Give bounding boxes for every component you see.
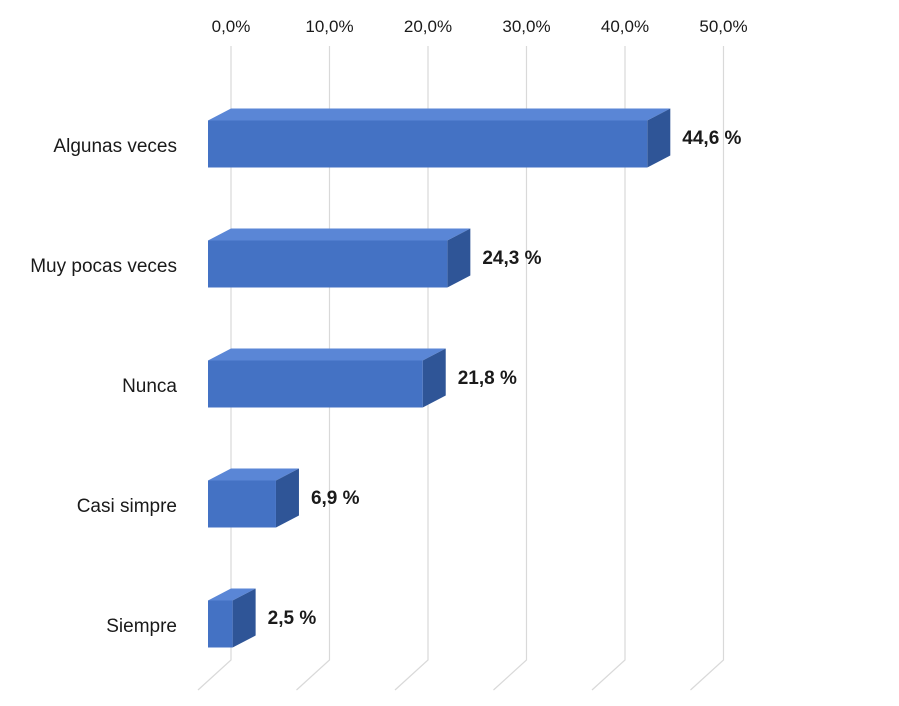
data-label: 6,9 %: [311, 488, 360, 509]
bar-top-face: [208, 588, 256, 601]
bar-side-face: [647, 108, 671, 168]
x-tick-label: 50,0%: [699, 17, 747, 36]
bar-side-face: [447, 228, 471, 288]
data-label: 21,8 %: [458, 368, 517, 389]
bar-side-face: [275, 468, 299, 528]
bar-side-face: [232, 588, 256, 648]
x-tick-label: 10,0%: [305, 17, 353, 36]
bar-front-face: [208, 120, 648, 168]
gridline: [690, 46, 725, 691]
category-label: Siempre: [106, 616, 177, 637]
bar: [208, 468, 299, 528]
x-axis-ticks: 0,0% 10,0% 20,0% 30,0% 40,0% 50,0%: [212, 17, 748, 36]
bar-front-face: [208, 360, 423, 408]
data-label: 44,6 %: [682, 128, 741, 149]
category-label: Casi simpre: [77, 496, 177, 517]
x-tick-label: 40,0%: [601, 17, 649, 36]
gridline: [591, 46, 626, 691]
bar-side-face: [422, 348, 446, 408]
bar-top-face: [208, 228, 471, 241]
bar-front-face: [208, 480, 276, 528]
bar-top-face: [208, 468, 299, 481]
bar: [208, 588, 256, 648]
data-label: 24,3 %: [482, 248, 541, 269]
bar-top-face: [208, 348, 446, 361]
bar: [208, 228, 471, 288]
data-label: 2,5 %: [268, 608, 317, 629]
x-tick-label: 30,0%: [502, 17, 550, 36]
category-label: Algunas veces: [53, 136, 177, 157]
bar: [208, 108, 671, 168]
category-label: Nunca: [122, 376, 177, 397]
bar-front-face: [208, 240, 448, 288]
bar: [208, 348, 446, 408]
category-label: Muy pocas veces: [30, 256, 177, 277]
data-labels: 44,6 % 24,3 % 21,8 % 6,9 % 2,5 %: [268, 128, 742, 629]
category-labels: Algunas veces Muy pocas veces Nunca Casi si…: [30, 136, 177, 637]
bars: [208, 108, 671, 648]
bar-front-face: [208, 600, 233, 648]
gridline: [493, 46, 528, 691]
x-tick-label: 20,0%: [404, 17, 452, 36]
bar-top-face: [208, 108, 671, 121]
x-tick-label: 0,0%: [212, 17, 251, 36]
